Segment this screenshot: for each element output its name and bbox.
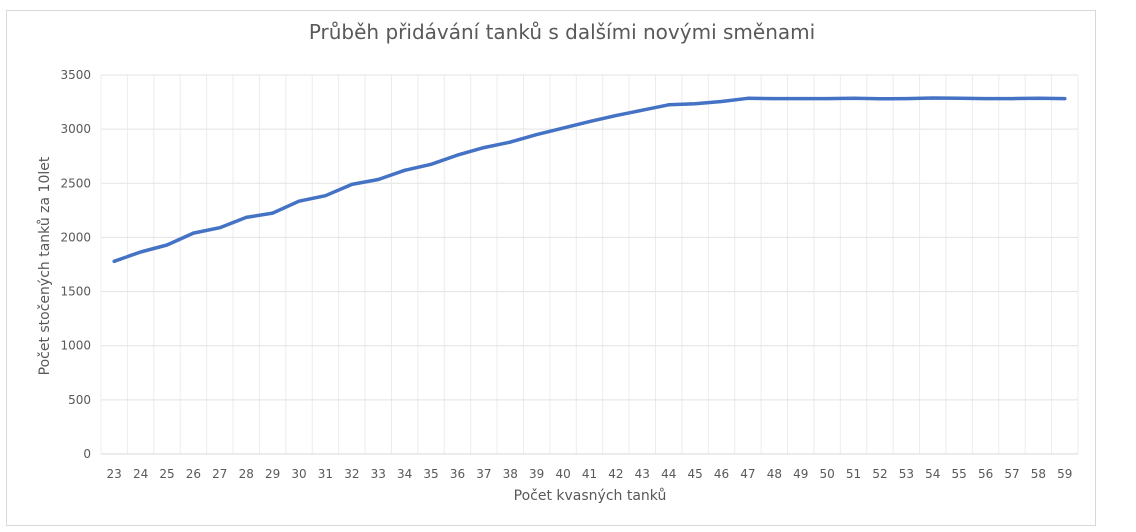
data-point [1036,96,1040,100]
x-tick-label: 48 [767,467,782,481]
x-tick-label: 36 [450,467,465,481]
x-tick-label: 42 [608,467,623,481]
x-tick-label: 43 [635,467,650,481]
data-point [429,162,433,166]
x-tick-label: 53 [899,467,914,481]
data-point [165,243,169,247]
chart-area [6,10,1096,526]
data-point [482,146,486,150]
data-point [852,96,856,100]
x-tick-label: 34 [397,467,412,481]
chart-title: Průběh přidávání tanků s dalšími novými … [308,20,816,44]
y-tick-label: 3500 [60,68,91,82]
x-tick-label: 52 [872,467,887,481]
data-point [403,168,407,172]
x-tick-label: 40 [555,467,570,481]
data-point [957,96,961,100]
data-point [746,96,750,100]
data-point [904,97,908,101]
data-point [376,177,380,181]
data-point [720,100,724,104]
data-point [455,153,459,157]
y-tick-label: 1000 [60,339,91,353]
data-point [825,97,829,101]
data-point [218,226,222,230]
x-tick-label: 49 [793,467,808,481]
data-point [667,103,671,107]
y-tick-label: 2000 [60,230,91,244]
y-tick-label: 1500 [60,285,91,299]
x-tick-label: 26 [186,467,201,481]
data-point [984,97,988,101]
x-tick-label: 27 [212,467,227,481]
x-tick-label: 59 [1057,467,1072,481]
x-tick-label: 28 [239,467,254,481]
data-point [693,102,697,106]
data-point [931,96,935,100]
x-tick-label: 24 [133,467,148,481]
x-tick-label: 54 [925,467,940,481]
x-tick-label: 33 [371,467,386,481]
data-point [271,211,275,215]
y-tick-label: 2500 [60,176,91,190]
x-tick-label: 30 [291,467,306,481]
data-point [350,182,354,186]
x-tick-label: 51 [846,467,861,481]
x-tick-label: 57 [1004,467,1019,481]
x-tick-label: 38 [503,467,518,481]
data-point [1010,97,1014,101]
data-point [640,108,644,112]
x-tick-label: 50 [820,467,835,481]
x-tick-label: 37 [476,467,491,481]
x-tick-label: 45 [687,467,702,481]
data-point [1063,97,1067,101]
data-point [535,133,539,137]
y-tick-label: 500 [68,393,91,407]
data-point [244,215,248,219]
x-axis-label: Počet kvasných tanků [513,488,667,504]
x-tick-label: 32 [344,467,359,481]
x-tick-label: 41 [582,467,597,481]
data-point [772,97,776,101]
data-point [323,194,327,198]
x-tick-label: 55 [952,467,967,481]
x-tick-label: 35 [423,467,438,481]
x-tick-label: 44 [661,467,676,481]
y-tick-label: 3000 [60,122,91,136]
x-tick-label: 29 [265,467,280,481]
data-point [588,120,591,124]
y-tick-label: 0 [83,447,91,461]
x-tick-label: 39 [529,467,544,481]
x-tick-label: 47 [740,467,755,481]
x-tick-label: 23 [107,467,122,481]
x-tick-label: 46 [714,467,729,481]
x-tick-label: 58 [1031,467,1046,481]
data-point [799,97,803,101]
x-tick-label: 56 [978,467,993,481]
x-tick-label: 25 [159,467,174,481]
x-tick-label: 31 [318,467,333,481]
data-point [139,250,143,254]
data-point [508,140,512,144]
data-point [614,114,618,118]
data-point [191,231,195,235]
data-point [878,97,882,101]
data-point [297,199,301,203]
data-point [112,259,116,263]
data-point [561,126,565,130]
